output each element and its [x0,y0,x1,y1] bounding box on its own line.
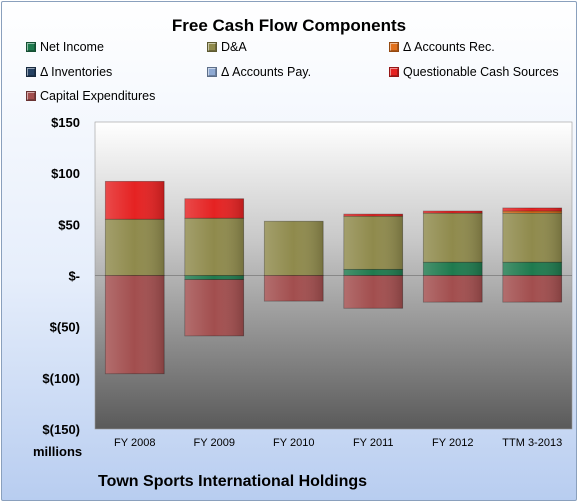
legend-swatch [389,42,399,52]
bar-segment-shade [105,181,165,220]
y-tick-label: $(100) [42,371,80,386]
y-axis-units-label: millions [33,444,83,459]
chart-title: Free Cash Flow Components [171,16,407,35]
legend-label: Δ Accounts Rec. [403,40,495,54]
legend-item: Δ Accounts Rec. [389,40,495,54]
bar-segment-shade [184,279,244,336]
y-tick-label: $(50) [50,320,80,335]
bar-segment-shade [423,275,483,303]
bar-segment-shade [423,211,483,214]
bar-segment-shade [184,198,244,219]
legend-swatch [207,42,217,52]
legend-label: D&A [221,40,247,54]
y-tick-label: $(150) [42,422,80,437]
legend-swatch [389,67,399,77]
bar-segment-shade [423,262,483,276]
x-tick-label: FY 2009 [194,437,235,449]
bar-segment-shade [343,214,403,217]
legend-swatch [26,42,36,52]
legend-item: Δ Inventories [26,65,112,79]
legend-label: Capital Expenditures [40,89,156,103]
x-tick-label: FY 2010 [273,437,314,449]
x-tick-label: FY 2012 [432,437,473,449]
legend-item: Questionable Cash Sources [389,65,559,79]
bar-segment-shade [264,275,324,302]
bar-segment-shade [343,216,403,270]
bar-segment-shade [343,269,403,276]
bar-segment-shade [423,213,483,263]
legend-swatch [207,67,217,77]
legend-item: Capital Expenditures [26,89,155,103]
bar-segment-shade [343,275,403,309]
legend-swatch [26,91,36,101]
bar-segment-shade [502,207,562,212]
bar-segment-shade [502,275,562,303]
y-tick-label: $- [68,269,80,284]
y-tick-label: $100 [51,166,80,181]
bar-segment-shade [184,275,244,280]
legend-item: D&A [207,40,247,54]
x-tick-label: TTM 3-2013 [502,437,562,449]
legend-label: Questionable Cash Sources [403,65,559,79]
bar-segment-shade [264,221,324,276]
legend-item: Δ Accounts Pay. [207,65,311,79]
bar-segment-shade [105,219,165,276]
y-tick-label: $50 [58,217,80,232]
chart-legend: Net Income D&A Δ Accounts Rec. Δ Inventorie… [2,2,576,112]
x-tick-label: FY 2011 [353,437,394,449]
bar-segment-shade [184,218,244,276]
bar-segment-shade [502,213,562,263]
legend-label: Δ Accounts Pay. [221,65,312,79]
legend-swatch [26,67,36,77]
legend-label: Net Income [40,40,104,54]
company-name: Town Sports International Holdings [98,473,368,490]
bar-segment-shade [502,262,562,276]
bar-segment-shade [502,211,562,214]
y-tick-label: $150 [51,115,80,130]
legend-item: Net Income [26,40,104,54]
legend-label: Δ Inventories [40,65,113,79]
bar-segment-shade [105,275,165,374]
x-tick-label: FY 2008 [114,437,155,449]
